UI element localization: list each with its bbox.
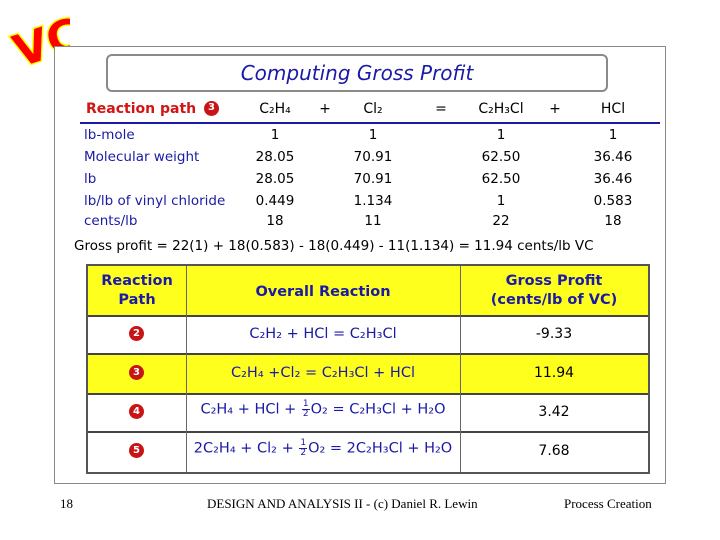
path-3-icon: 3 — [129, 365, 144, 380]
cell-value: 11 — [364, 213, 382, 229]
header-divider — [80, 122, 660, 124]
cell-value: 0.449 — [255, 193, 295, 209]
reaction-equation: C₂H₂ + HCl = C₂H₃Cl — [249, 326, 397, 342]
header-reaction-path: Reaction Path — [101, 273, 173, 308]
footer-course: DESIGN AND ANALYSIS II - (c) Daniel R. L… — [207, 496, 478, 511]
column-divider — [460, 266, 461, 472]
row-divider — [88, 431, 648, 433]
cell-value: 28.05 — [255, 171, 295, 187]
row-divider — [88, 315, 648, 317]
footer-section: Process Creation — [564, 496, 652, 511]
cell-value: 22 — [492, 213, 510, 229]
table-row: cents/lb 18 11 22 18 — [80, 210, 658, 232]
path-5-icon: 5 — [129, 443, 144, 458]
row-label: Molecular weight — [84, 149, 200, 165]
cell-value: 1 — [608, 127, 618, 143]
table-header-row: Reaction path 3 C₂H₄ + Cl₂ = C₂H₃Cl + HC… — [80, 98, 658, 120]
gross-profit-value: -9.33 — [535, 326, 573, 342]
col-cl2: Cl₂ — [363, 101, 383, 117]
cell-value: 36.46 — [593, 171, 633, 187]
cell-value: 1 — [496, 193, 506, 209]
cell-value: 1 — [368, 127, 378, 143]
path-4-icon: 4 — [129, 404, 144, 419]
page-title: Computing Gross Profit — [240, 61, 474, 85]
col-equals: = — [435, 101, 447, 117]
row-label: lb/lb of vinyl chloride — [84, 193, 226, 209]
table-header-row — [88, 266, 648, 316]
table-row: lb 28.05 70.91 62.50 36.46 — [80, 168, 658, 190]
cell-value: 0.583 — [593, 193, 633, 209]
col-c2h3cl: C₂H₃Cl — [478, 101, 524, 117]
reaction-equation: C₂H₄ + HCl + 1 2 O₂ = C₂H₃Cl + H₂O — [200, 399, 446, 419]
table-row: lb-mole 1 1 1 1 — [80, 124, 658, 146]
row-divider — [88, 353, 648, 355]
table-row-path-3 — [88, 354, 648, 394]
table-row: lb/lb of vinyl chloride 0.449 1.134 1 0.… — [80, 190, 658, 212]
cell-value: 18 — [604, 213, 622, 229]
row-divider — [88, 393, 648, 395]
gross-profit-equation: Gross profit = 22(1) + 18(0.583) - 18(0.… — [74, 238, 594, 254]
cell-value: 1.134 — [353, 193, 393, 209]
gross-profit-value: 3.42 — [538, 404, 570, 420]
cell-value: 70.91 — [353, 149, 393, 165]
path-2-icon: 2 — [129, 326, 144, 341]
col-plus-2: + — [549, 101, 561, 117]
gross-profit-value: 11.94 — [533, 365, 575, 381]
gross-profit-table: Reaction Path Overall Reaction Gross Pro… — [86, 264, 650, 474]
cell-value: 70.91 — [353, 171, 393, 187]
row-label: lb-mole — [84, 127, 135, 143]
column-divider — [186, 266, 187, 472]
cell-value: 36.46 — [593, 149, 633, 165]
header-overall-reaction: Overall Reaction — [255, 284, 391, 300]
cell-value: 28.05 — [255, 149, 295, 165]
row-label: lb — [84, 171, 97, 187]
col-hcl: HCl — [600, 101, 626, 117]
cell-value: 1 — [270, 127, 280, 143]
table-row: Molecular weight 28.05 70.91 62.50 36.46 — [80, 146, 658, 168]
cell-value: 62.50 — [481, 149, 521, 165]
title-box: Computing Gross Profit — [106, 54, 608, 92]
reaction-equation: C₂H₄ +Cl₂ = C₂H₃Cl + HCl — [231, 365, 415, 381]
row-label: cents/lb — [84, 213, 138, 229]
col-c2h4: C₂H₄ — [259, 101, 291, 117]
header-gross-profit: Gross Profit (cents/lb of VC) — [490, 273, 618, 308]
reaction-path-label: Reaction path 3 — [86, 98, 219, 120]
gross-profit-value: 7.68 — [538, 443, 570, 459]
page-number: 18 — [60, 496, 73, 511]
cell-value: 1 — [496, 127, 506, 143]
path-3-icon: 3 — [203, 100, 219, 116]
cell-value: 62.50 — [481, 171, 521, 187]
reaction-equation: 2C₂H₄ + Cl₂ + 1 2 O₂ = 2C₂H₃Cl + H₂O — [193, 438, 453, 458]
vc-logo: VC — [8, 7, 70, 74]
cell-value: 18 — [266, 213, 284, 229]
col-plus-1: + — [319, 101, 331, 117]
